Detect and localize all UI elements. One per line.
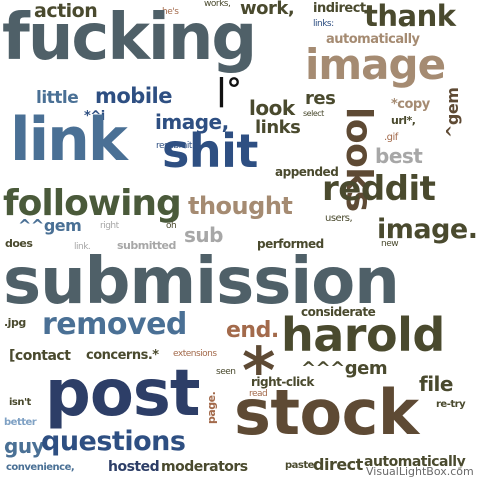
word-asterisk: * bbox=[242, 335, 275, 409]
word-right-click: right-click bbox=[251, 375, 314, 389]
word-indirect: indirect bbox=[313, 1, 366, 16]
word-hes: he's bbox=[162, 7, 179, 17]
word-performed: performed bbox=[257, 237, 324, 251]
word-image-comma: image, bbox=[155, 110, 229, 134]
word-action: action bbox=[34, 0, 98, 22]
word-degree-symbol: |° bbox=[216, 73, 241, 108]
word-read: read bbox=[249, 389, 268, 399]
word-resubmit: resubmit bbox=[156, 141, 192, 151]
word-thought: thought bbox=[188, 192, 293, 220]
word-shit: shit bbox=[162, 124, 258, 178]
word-sub: sub bbox=[184, 223, 223, 247]
word-does: does bbox=[5, 237, 33, 250]
word-ti: *^i bbox=[84, 109, 105, 124]
word-best: best bbox=[375, 144, 423, 168]
word-thank: thank bbox=[364, 0, 456, 33]
word-automatically-bottom: automatically bbox=[364, 454, 466, 470]
word-hosted: hosted bbox=[108, 459, 160, 475]
word-copy: *copy bbox=[391, 97, 430, 112]
word-better: better bbox=[4, 417, 37, 428]
word-appended: appended bbox=[275, 165, 339, 179]
word-questions: questions bbox=[41, 426, 186, 457]
word-paste: paste bbox=[285, 460, 314, 471]
word-gem-double: ^^gem bbox=[18, 216, 82, 235]
word-look: look bbox=[249, 96, 295, 120]
word-moderators: moderators bbox=[161, 459, 248, 475]
word-stock: stock bbox=[234, 376, 419, 449]
word-url: url*, bbox=[391, 114, 416, 127]
word-automatically-top: automatically bbox=[326, 32, 420, 47]
word-select: select bbox=[303, 109, 324, 118]
word-link-period: link. bbox=[74, 242, 91, 252]
word-submitted: submitted bbox=[117, 239, 176, 252]
word-removed: removed bbox=[42, 307, 187, 342]
word-jpg: .jpg bbox=[4, 316, 26, 329]
word-gif: .gif bbox=[384, 132, 398, 143]
word-extensions: extensions bbox=[173, 349, 217, 359]
word-isnt: isn't bbox=[9, 397, 31, 408]
word-re-try: re-try bbox=[436, 399, 466, 410]
word-contact: [contact bbox=[9, 348, 71, 364]
word-post: post bbox=[45, 357, 200, 431]
word-harold: harold bbox=[281, 308, 445, 362]
word-guy: guy bbox=[4, 434, 45, 458]
word-image-large: image bbox=[305, 40, 446, 89]
word-file: file bbox=[419, 372, 453, 396]
word-direct: direct bbox=[313, 455, 363, 474]
word-mobile: mobile bbox=[95, 84, 172, 108]
word-considerate: considerate bbox=[301, 305, 376, 319]
word-end: end. bbox=[226, 318, 279, 343]
word-image-period: image. bbox=[377, 214, 477, 245]
word-following: following bbox=[3, 183, 182, 224]
word-little: little bbox=[36, 88, 79, 108]
word-reddit: reddit bbox=[322, 169, 436, 209]
word-seen: seen bbox=[216, 367, 236, 377]
word-links: links bbox=[255, 117, 301, 138]
word-users: users, bbox=[325, 213, 353, 224]
word-gem-vertical: ^gem bbox=[443, 87, 462, 138]
word-new: new bbox=[381, 239, 399, 249]
word-concerns: concerns.* bbox=[86, 348, 159, 363]
word-link: link bbox=[10, 105, 128, 175]
word-works: works, bbox=[204, 0, 231, 9]
word-links-colon: links: bbox=[313, 19, 334, 29]
word-gem-triple: ^^^gem bbox=[301, 358, 388, 379]
word-convenience: convenience, bbox=[6, 462, 75, 473]
word-page: page. bbox=[205, 391, 218, 424]
word-right: right bbox=[100, 221, 119, 231]
word-res: res bbox=[305, 88, 336, 109]
watermark: VisualLightBox.com bbox=[366, 465, 474, 478]
word-submission: submission bbox=[3, 245, 400, 319]
word-work: work, bbox=[240, 0, 295, 19]
word-oh: oh bbox=[166, 221, 177, 231]
word-fucking: fucking bbox=[2, 1, 257, 75]
